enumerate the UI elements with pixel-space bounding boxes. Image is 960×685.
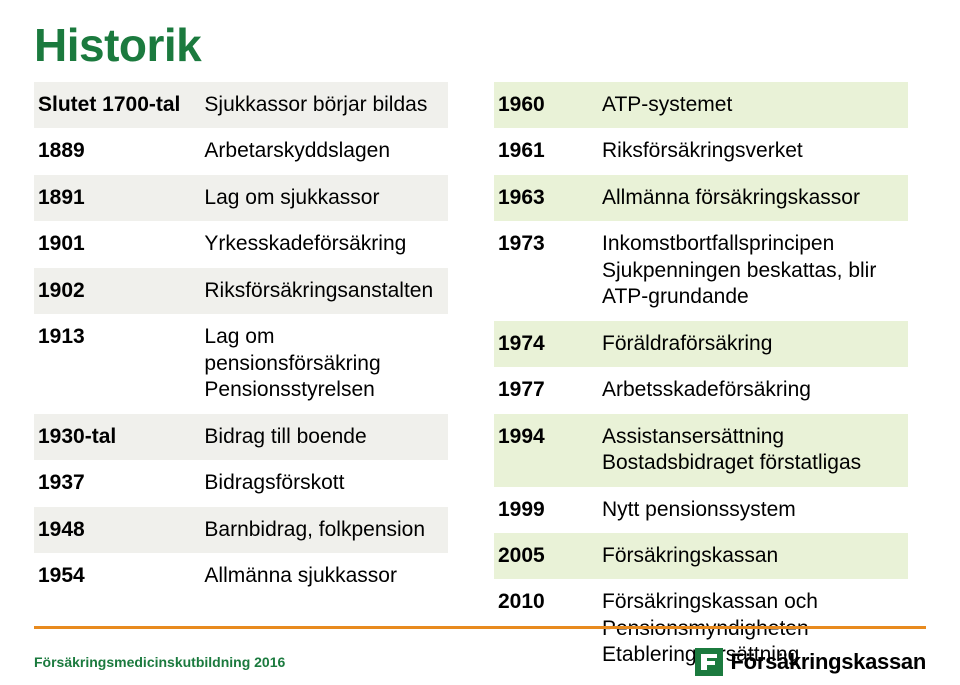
event-cell: Arbetarskyddslagen xyxy=(192,128,448,174)
table-row: 1889Arbetarskyddslagen xyxy=(34,128,448,174)
year-cell: 1999 xyxy=(494,487,590,533)
year-cell: 1937 xyxy=(34,460,192,506)
table-row: 1901Yrkesskadeförsäkring xyxy=(34,221,448,267)
event-cell: InkomstbortfallsprincipenSjukpenningen b… xyxy=(590,221,908,320)
year-cell: 1891 xyxy=(34,175,192,221)
table-row: 1954Allmänna sjukkassor xyxy=(34,553,448,599)
table-row: 1994AssistansersättningBostadsbidraget f… xyxy=(494,414,908,487)
year-cell: 2005 xyxy=(494,533,590,579)
event-cell: Föräldraförsäkring xyxy=(590,321,908,367)
year-cell: 1913 xyxy=(34,314,192,413)
event-cell: Yrkesskadeförsäkring xyxy=(192,221,448,267)
year-cell: 1973 xyxy=(494,221,590,320)
event-cell: AssistansersättningBostadsbidraget först… xyxy=(590,414,908,487)
table-row: 1974Föräldraförsäkring xyxy=(494,321,908,367)
event-cell: Riksförsäkringsanstalten xyxy=(192,268,448,314)
event-cell: ATP-systemet xyxy=(590,82,908,128)
table-row: 1930-talBidrag till boende xyxy=(34,414,448,460)
year-cell: 1977 xyxy=(494,367,590,413)
footer-text: Försäkringsmedicinskutbildning 2016 xyxy=(34,654,285,670)
year-cell: 1901 xyxy=(34,221,192,267)
year-cell: 1961 xyxy=(494,128,590,174)
table-row: 1960ATP-systemet xyxy=(494,82,908,128)
table-row: 1961Riksförsäkringsverket xyxy=(494,128,908,174)
year-cell: 1960 xyxy=(494,82,590,128)
fk-logo-icon xyxy=(695,648,723,676)
year-cell: 1954 xyxy=(34,553,192,599)
event-cell: Allmänna försäkringskassor xyxy=(590,175,908,221)
footer: Försäkringsmedicinskutbildning 2016 Förs… xyxy=(0,621,960,685)
table-row: 1963Allmänna försäkringskassor xyxy=(494,175,908,221)
table-row: 1977Arbetsskadeförsäkring xyxy=(494,367,908,413)
year-cell: 1902 xyxy=(34,268,192,314)
year-cell: 1963 xyxy=(494,175,590,221)
event-cell: Arbetsskadeförsäkring xyxy=(590,367,908,413)
event-cell: Bidragsförskott xyxy=(192,460,448,506)
event-cell: Barnbidrag, folkpension xyxy=(192,507,448,553)
table-row: 1973InkomstbortfallsprincipenSjukpenning… xyxy=(494,221,908,320)
history-table-left: Slutet 1700-talSjukkassor börjar bildas1… xyxy=(34,82,448,599)
page-title: Historik xyxy=(34,18,926,72)
table-row: 2005Försäkringskassan xyxy=(494,533,908,579)
year-cell: 1994 xyxy=(494,414,590,487)
tables-container: Slutet 1700-talSjukkassor börjar bildas1… xyxy=(34,82,926,679)
table-row: 1937Bidragsförskott xyxy=(34,460,448,506)
event-cell: Lag om pensionsförsäkringPensionsstyrels… xyxy=(192,314,448,413)
history-table-right: 1960ATP-systemet1961Riksförsäkringsverke… xyxy=(494,82,908,679)
table-row: 1948Barnbidrag, folkpension xyxy=(34,507,448,553)
year-cell: Slutet 1700-tal xyxy=(34,82,192,128)
event-cell: Sjukkassor börjar bildas xyxy=(192,82,448,128)
event-cell: Allmänna sjukkassor xyxy=(192,553,448,599)
table-row: Slutet 1700-talSjukkassor börjar bildas xyxy=(34,82,448,128)
event-cell: Riksförsäkringsverket xyxy=(590,128,908,174)
table-row: 1913Lag om pensionsförsäkringPensionssty… xyxy=(34,314,448,413)
table-row: 1891Lag om sjukkassor xyxy=(34,175,448,221)
table-row: 1902Riksförsäkringsanstalten xyxy=(34,268,448,314)
year-cell: 1948 xyxy=(34,507,192,553)
year-cell: 1974 xyxy=(494,321,590,367)
event-cell: Nytt pensionssystem xyxy=(590,487,908,533)
event-cell: Bidrag till boende xyxy=(192,414,448,460)
table-row: 1999Nytt pensionssystem xyxy=(494,487,908,533)
fk-logo-word: Försäkringskassan xyxy=(731,649,926,675)
year-cell: 1889 xyxy=(34,128,192,174)
year-cell: 1930-tal xyxy=(34,414,192,460)
event-cell: Lag om sjukkassor xyxy=(192,175,448,221)
event-cell: Försäkringskassan xyxy=(590,533,908,579)
fk-logo: Försäkringskassan xyxy=(695,648,926,676)
